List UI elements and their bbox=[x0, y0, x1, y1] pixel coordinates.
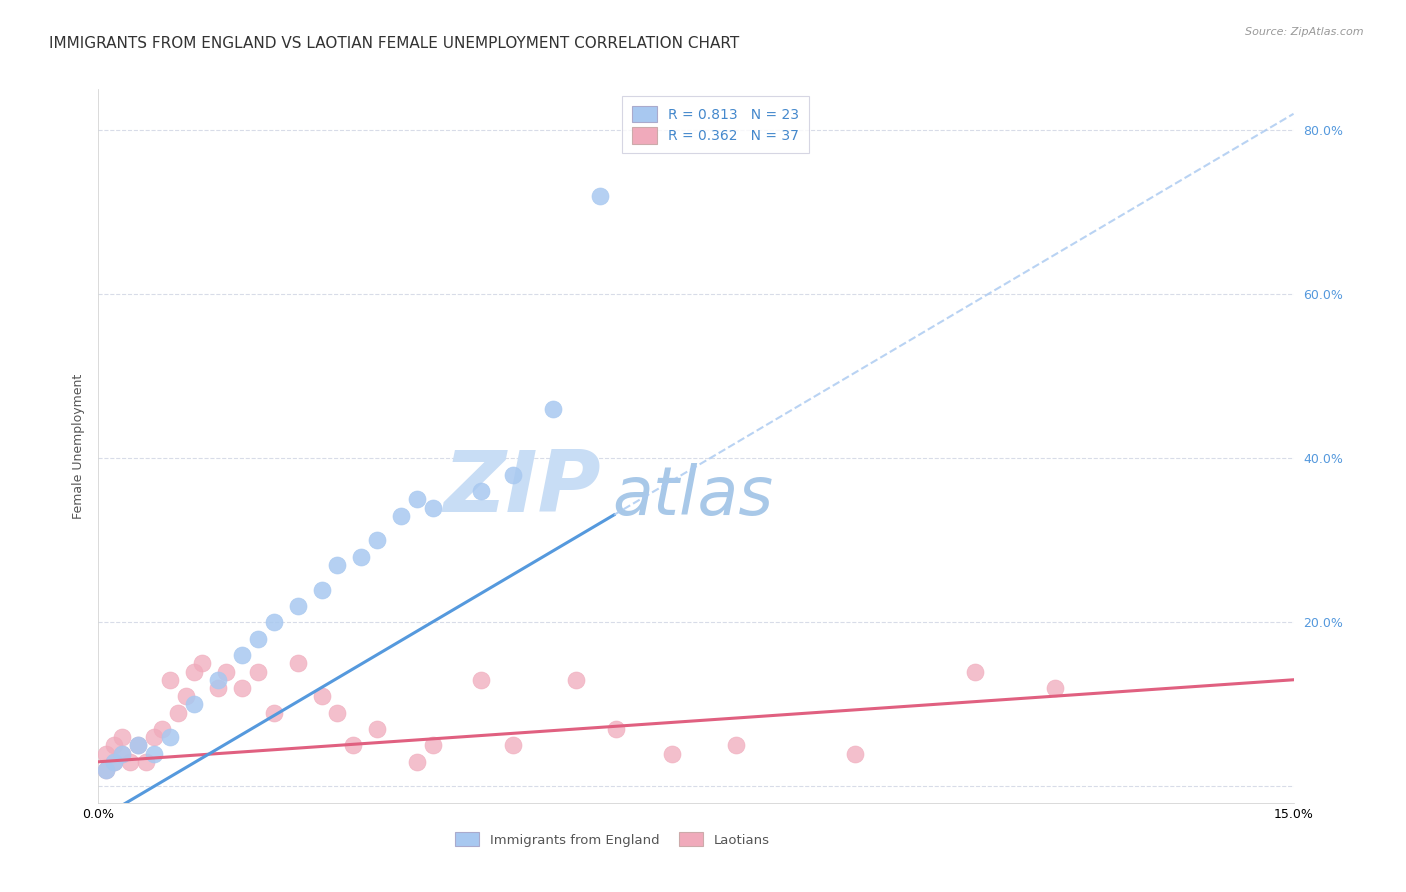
Point bbox=[502, 467, 524, 482]
Text: Source: ZipAtlas.com: Source: ZipAtlas.com bbox=[1246, 27, 1364, 37]
Y-axis label: Female Unemployment: Female Unemployment bbox=[72, 374, 86, 518]
Point bbox=[111, 747, 134, 761]
Point bbox=[963, 665, 986, 679]
Text: IMMIGRANTS FROM ENGLAND VS LAOTIAN FEMALE UNEMPLOYMENT CORRELATION CHART: IMMIGRANTS FROM ENGLAND VS LAOTIAN FEMAL… bbox=[49, 36, 740, 51]
Point bbox=[541, 402, 564, 417]
Point bbox=[143, 730, 166, 744]
Point bbox=[263, 706, 285, 720]
Point bbox=[96, 747, 118, 761]
Point bbox=[183, 698, 205, 712]
Point bbox=[844, 747, 866, 761]
Point bbox=[159, 673, 181, 687]
Legend: Immigrants from England, Laotians: Immigrants from England, Laotians bbox=[449, 826, 776, 854]
Point bbox=[143, 747, 166, 761]
Point bbox=[661, 747, 683, 761]
Point bbox=[605, 722, 627, 736]
Point bbox=[422, 739, 444, 753]
Point bbox=[724, 739, 747, 753]
Point bbox=[366, 722, 388, 736]
Point bbox=[120, 755, 142, 769]
Point bbox=[287, 657, 309, 671]
Point bbox=[406, 492, 429, 507]
Point bbox=[103, 755, 125, 769]
Point bbox=[502, 739, 524, 753]
Point bbox=[350, 549, 373, 564]
Point bbox=[589, 189, 612, 203]
Point bbox=[326, 706, 349, 720]
Point bbox=[366, 533, 388, 548]
Point bbox=[135, 755, 157, 769]
Point bbox=[389, 508, 412, 523]
Point bbox=[167, 706, 190, 720]
Point bbox=[311, 689, 333, 703]
Point bbox=[215, 665, 238, 679]
Point bbox=[96, 763, 118, 777]
Point bbox=[150, 722, 173, 736]
Point bbox=[111, 747, 134, 761]
Point bbox=[159, 730, 181, 744]
Point bbox=[287, 599, 309, 613]
Point bbox=[311, 582, 333, 597]
Point bbox=[470, 673, 492, 687]
Point bbox=[103, 755, 125, 769]
Point bbox=[1043, 681, 1066, 695]
Text: atlas: atlas bbox=[613, 463, 773, 529]
Point bbox=[246, 665, 269, 679]
Point bbox=[207, 681, 229, 695]
Point bbox=[174, 689, 197, 703]
Point bbox=[183, 665, 205, 679]
Point bbox=[342, 739, 364, 753]
Point bbox=[231, 648, 253, 662]
Point bbox=[246, 632, 269, 646]
Text: ZIP: ZIP bbox=[443, 447, 600, 531]
Point bbox=[127, 739, 149, 753]
Point bbox=[231, 681, 253, 695]
Point bbox=[207, 673, 229, 687]
Point bbox=[470, 484, 492, 499]
Point bbox=[326, 558, 349, 572]
Point bbox=[111, 730, 134, 744]
Point bbox=[263, 615, 285, 630]
Point bbox=[191, 657, 214, 671]
Point bbox=[422, 500, 444, 515]
Point bbox=[565, 673, 588, 687]
Point bbox=[96, 763, 118, 777]
Point bbox=[127, 739, 149, 753]
Point bbox=[103, 739, 125, 753]
Point bbox=[406, 755, 429, 769]
